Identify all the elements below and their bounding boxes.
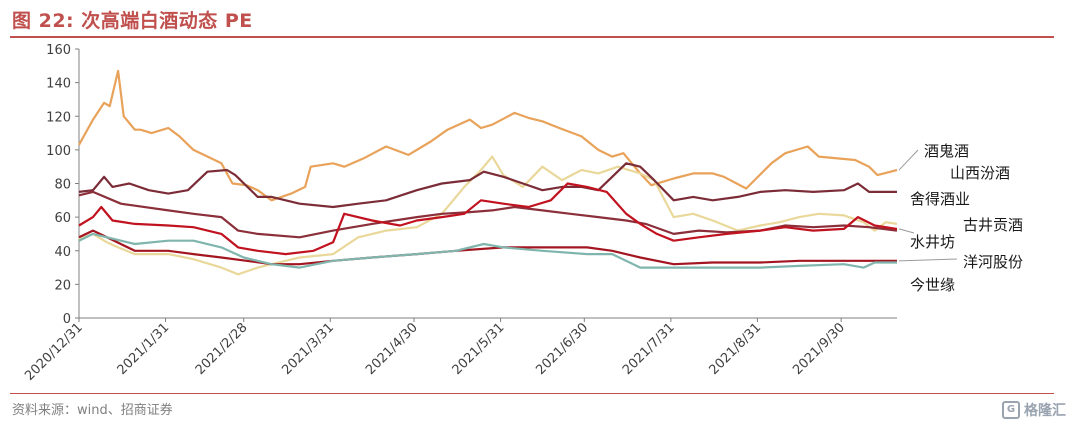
y-tick-label: 40 bbox=[54, 245, 71, 260]
y-tick-label: 60 bbox=[54, 211, 71, 226]
series-label: 酒鬼酒 bbox=[924, 142, 969, 160]
y-tick-label: 100 bbox=[46, 144, 71, 159]
source-note: 资料来源：wind、招商证券 bbox=[12, 403, 173, 418]
series-line bbox=[78, 182, 898, 256]
y-tick-label: 0 bbox=[63, 312, 71, 327]
chart-series bbox=[78, 69, 898, 276]
series-label-leader bbox=[898, 228, 915, 234]
figure-title: 图 22: 次高端白酒动态 PE bbox=[12, 10, 253, 32]
x-tick-label: 2021/3/31 bbox=[279, 320, 337, 378]
x-tick-label: 2021/5/31 bbox=[450, 320, 508, 378]
series-label: 山西汾酒 bbox=[950, 164, 1010, 182]
x-tick-label: 2021/1/31 bbox=[115, 320, 173, 378]
x-tick-label: 2021/6/30 bbox=[533, 320, 591, 378]
title-rule bbox=[10, 36, 1054, 38]
series-label: 古井贡酒 bbox=[963, 216, 1023, 234]
x-tick-label: 2021/8/31 bbox=[706, 320, 764, 378]
series-label: 今世缘 bbox=[910, 276, 955, 294]
series-line bbox=[78, 162, 897, 209]
series-line bbox=[78, 190, 898, 239]
series-line bbox=[78, 229, 897, 266]
y-tick-label: 20 bbox=[54, 278, 71, 293]
series-label: 舍得酒业 bbox=[910, 190, 970, 208]
series-label: 水井坊 bbox=[910, 233, 955, 251]
series-label: 洋河股份 bbox=[963, 253, 1023, 271]
watermark-logo: G 格隆汇 bbox=[1002, 400, 1066, 420]
x-tick-label: 2021/9/30 bbox=[790, 320, 848, 378]
series-line bbox=[78, 232, 897, 269]
series-label-leader bbox=[898, 149, 919, 171]
x-tick-label: 2021/7/31 bbox=[620, 320, 678, 378]
y-tick-label: 120 bbox=[46, 110, 71, 125]
x-tick-label: 2020/12/31 bbox=[22, 320, 86, 384]
y-tick-label: 80 bbox=[54, 178, 71, 193]
x-tick-label: 2021/2/28 bbox=[193, 320, 251, 378]
x-tick-label: 2021/4/30 bbox=[363, 320, 421, 378]
y-tick-label: 140 bbox=[46, 77, 71, 92]
series-line bbox=[78, 69, 898, 202]
source-rule bbox=[10, 393, 1054, 394]
series-label-leader bbox=[898, 258, 958, 262]
watermark-text: 格隆汇 bbox=[1024, 403, 1066, 419]
y-tick-label: 160 bbox=[46, 43, 71, 58]
watermark-icon: G bbox=[1002, 401, 1020, 419]
